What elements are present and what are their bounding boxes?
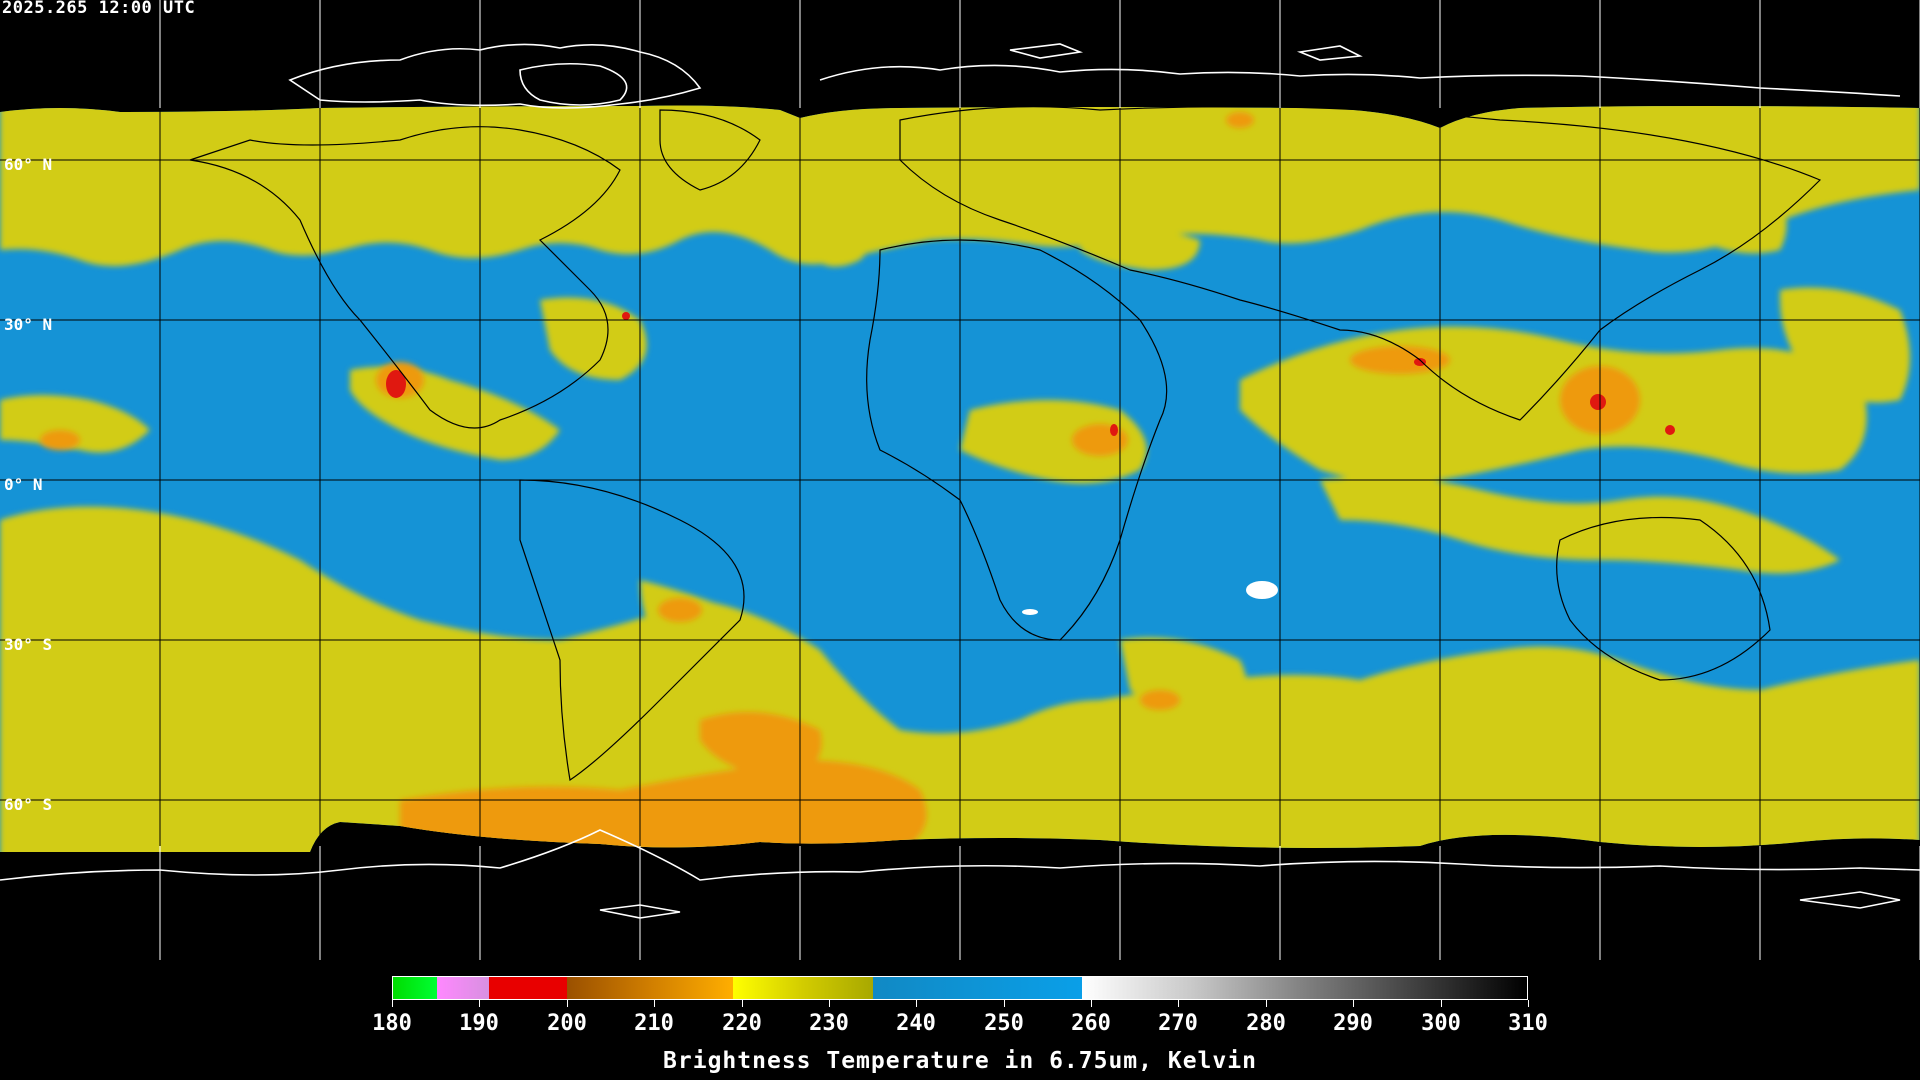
colorbar-title: Brightness Temperature in 6.75um, Kelvin bbox=[663, 1048, 1257, 1074]
latitude-label: 60° N bbox=[4, 155, 53, 174]
colorbar-tick-label: 210 bbox=[634, 1011, 674, 1036]
colorbar-tick-mark bbox=[654, 1000, 655, 1007]
colorbar-segment bbox=[393, 977, 437, 999]
latitude-label: 60° S bbox=[4, 795, 53, 814]
polar-coastlines bbox=[0, 43, 1920, 919]
colorbar-tick-label: 270 bbox=[1158, 1011, 1198, 1036]
colorbar-segment bbox=[1082, 977, 1527, 999]
colorbar-segment bbox=[436, 977, 489, 999]
colorbar-tick-label: 260 bbox=[1071, 1011, 1111, 1036]
colorbar-tick-mark bbox=[1266, 1000, 1267, 1007]
colorbar-tick-label: 240 bbox=[896, 1011, 936, 1036]
colorbar-tick-mark bbox=[829, 1000, 830, 1007]
colorbar-tick-mark bbox=[742, 1000, 743, 1007]
colorbar-tick-mark bbox=[567, 1000, 568, 1007]
graticule bbox=[0, 0, 1920, 960]
coastlines bbox=[189, 106, 1822, 782]
colorbar-tick-label: 290 bbox=[1333, 1011, 1373, 1036]
latitude-label: 30° N bbox=[4, 315, 53, 334]
very-dry-patches bbox=[1022, 581, 1278, 615]
colorbar-tick-label: 190 bbox=[459, 1011, 499, 1036]
colorbar bbox=[392, 976, 1528, 1000]
colorbar-tick-label: 220 bbox=[722, 1011, 762, 1036]
cold-cloud-cores bbox=[40, 112, 1640, 850]
colorbar-segment bbox=[733, 977, 873, 999]
colorbar-tick-label: 280 bbox=[1246, 1011, 1286, 1036]
colorbar-tick-mark bbox=[1528, 1000, 1529, 1007]
colorbar-tick-mark bbox=[1178, 1000, 1179, 1007]
colorbar-tick-label: 310 bbox=[1508, 1011, 1548, 1036]
colorbar-tick-mark bbox=[1004, 1000, 1005, 1007]
colorbar-tick-label: 230 bbox=[809, 1011, 849, 1036]
timestamp: 2025.265 12:00 UTC bbox=[2, 0, 196, 18]
colorbar-tick-label: 200 bbox=[547, 1011, 587, 1036]
latitude-label: 0° N bbox=[4, 475, 43, 494]
colorbar-segment bbox=[488, 977, 568, 999]
colorbar-tick-mark bbox=[1441, 1000, 1442, 1007]
colorbar-tick-mark bbox=[916, 1000, 917, 1007]
latitude-label: 30° S bbox=[4, 635, 53, 654]
colorbar-segment bbox=[567, 977, 734, 999]
colorbar-tick-label: 180 bbox=[372, 1011, 412, 1036]
colorbar-tick-label: 250 bbox=[984, 1011, 1024, 1036]
colorbar-tick-label: 300 bbox=[1421, 1011, 1461, 1036]
colorbar-tick-mark bbox=[1353, 1000, 1354, 1007]
colorbar-segment bbox=[872, 977, 1083, 999]
water-vapor-map bbox=[0, 0, 1920, 960]
colorbar-tick-mark bbox=[479, 1000, 480, 1007]
colorbar-tick-mark bbox=[1091, 1000, 1092, 1007]
deep-convection-cores bbox=[386, 312, 1675, 436]
colorbar-tick-mark bbox=[392, 1000, 393, 1007]
